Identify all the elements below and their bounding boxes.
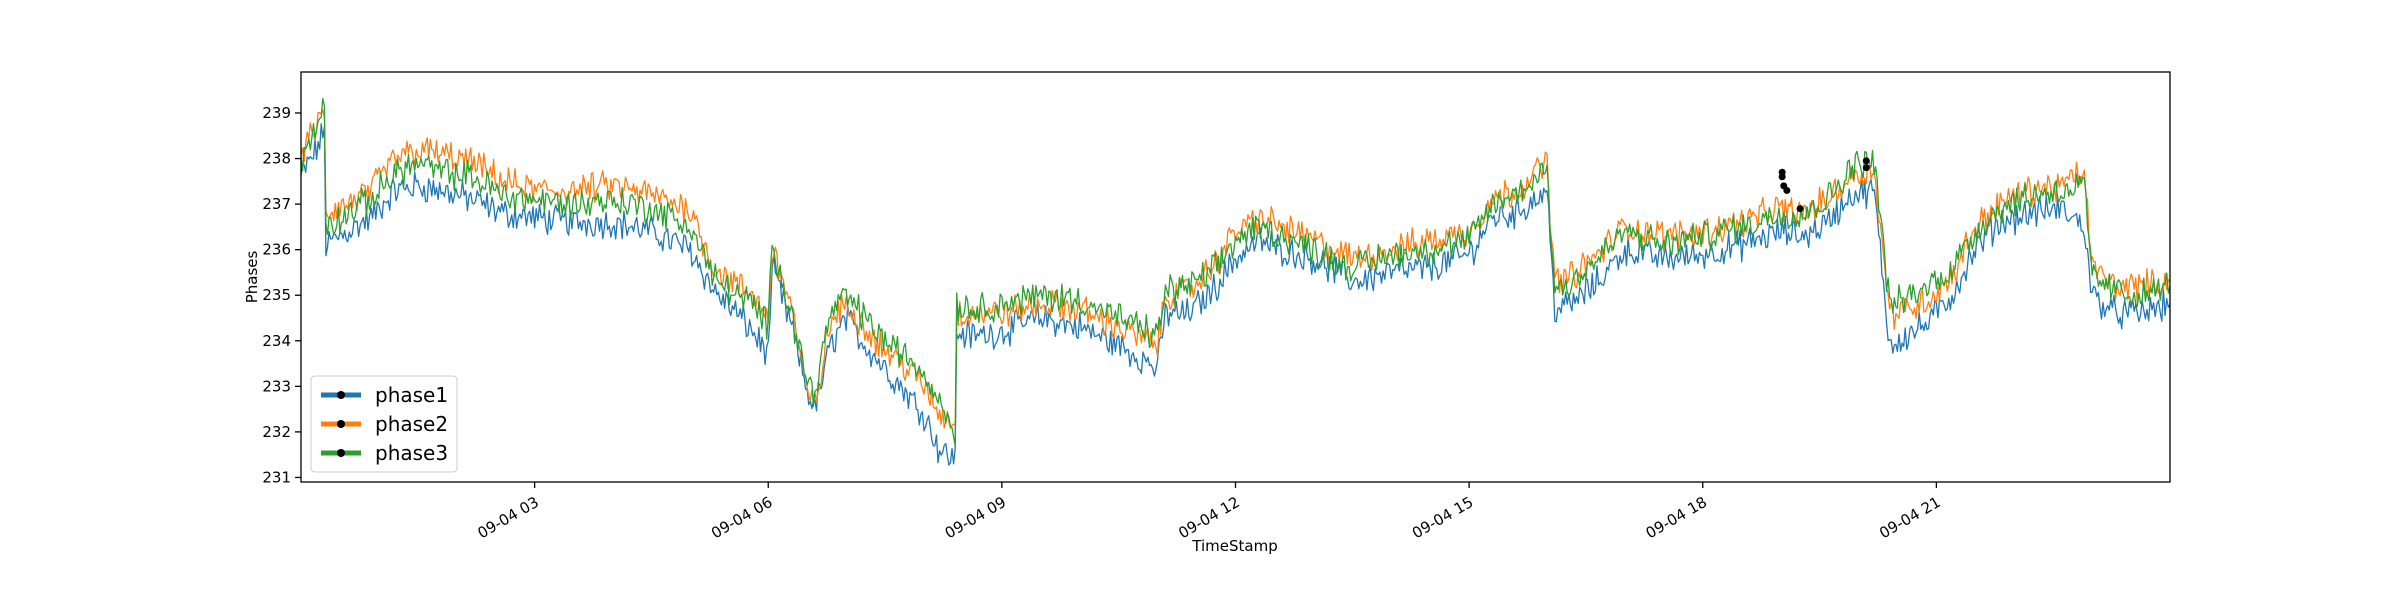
legend-marker (337, 391, 345, 399)
y-tick-label: 236 (262, 241, 291, 259)
marker-point (1778, 173, 1786, 181)
marker-point (1862, 164, 1870, 172)
y-tick-label: 231 (262, 468, 291, 486)
legend-box (310, 375, 458, 473)
marker-point (1862, 157, 1870, 165)
series-layer (301, 97, 2170, 466)
series-line-phase3 (301, 97, 2170, 447)
y-axis: 231 232 233 234 235 236 237 238 239 (262, 104, 301, 486)
legend-marker (337, 449, 345, 457)
legend-label-phase3: phase3 (375, 441, 448, 465)
y-tick-label: 234 (262, 332, 291, 350)
y-tick-label: 233 (262, 377, 291, 395)
y-tick-label: 237 (262, 195, 291, 213)
x-axis-label: TimeStamp (1191, 537, 1277, 555)
y-tick-label: 232 (262, 423, 291, 441)
y-axis-label: Phases (243, 251, 261, 304)
series-line-phase1 (301, 123, 2170, 466)
marker-point (1783, 186, 1791, 194)
y-tick-label: 238 (262, 150, 291, 168)
y-tick-label: 235 (262, 286, 291, 304)
marker-point (1796, 205, 1804, 213)
y-tick-label: 239 (262, 104, 291, 122)
legend: phase1 phase2 phase3 (310, 375, 458, 473)
marker-layer (1778, 157, 1870, 213)
legend-label-phase2: phase2 (375, 412, 448, 436)
legend-label-phase1: phase1 (375, 383, 448, 407)
legend-marker (337, 420, 345, 428)
series-line-phase2 (301, 109, 2170, 429)
